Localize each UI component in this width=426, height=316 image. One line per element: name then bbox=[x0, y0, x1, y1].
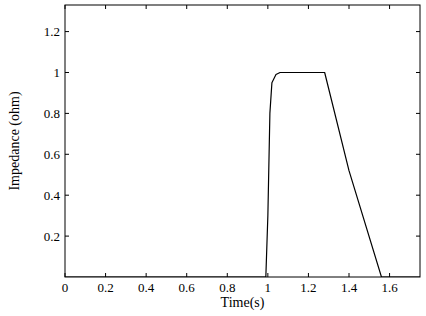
y-tick bbox=[65, 236, 69, 237]
y-tick bbox=[65, 113, 69, 114]
y-tick bbox=[65, 72, 69, 73]
x-tick-top bbox=[267, 5, 268, 9]
y-tick-right bbox=[416, 31, 420, 32]
chart-container: 0 0.2 0.4 0.6 0.8 1 1.2 1.4 1.6 0.2 0.4 0.6 0.8 1 1.2 T… bbox=[0, 0, 426, 316]
y-tick-label: 0.2 bbox=[44, 229, 60, 244]
y-tick-label: 0.8 bbox=[44, 106, 60, 121]
x-tick-top bbox=[186, 5, 187, 9]
y-tick-label: 0.4 bbox=[44, 188, 61, 203]
y-axis-label: Impedance (ohm) bbox=[7, 91, 23, 190]
y-tick bbox=[65, 154, 69, 155]
y-tick-label: 1.2 bbox=[44, 24, 60, 39]
y-tick-right bbox=[416, 236, 420, 237]
x-axis-label: Time(s) bbox=[221, 295, 265, 311]
x-tick-top bbox=[349, 5, 350, 9]
plot-area bbox=[65, 72, 420, 277]
series-line bbox=[65, 72, 420, 277]
x-tick-label: 0 bbox=[62, 280, 69, 295]
x-tick-label: 1 bbox=[265, 280, 272, 295]
x-tick-label: 1.6 bbox=[381, 280, 398, 295]
x-tick-top bbox=[146, 5, 147, 9]
x-tick-top bbox=[227, 5, 228, 9]
x-tick-label: 0.4 bbox=[138, 280, 155, 295]
x-tick-top bbox=[389, 5, 390, 9]
x-tick bbox=[349, 273, 350, 277]
x-tick bbox=[308, 273, 309, 277]
x-tick-label: 1.4 bbox=[341, 280, 358, 295]
y-tick-label: 1 bbox=[54, 65, 61, 80]
y-tick bbox=[65, 31, 69, 32]
chart-svg: 0 0.2 0.4 0.6 0.8 1 1.2 1.4 1.6 0.2 0.4 0.6 0.8 1 1.2 T… bbox=[0, 0, 426, 316]
x-tick-top bbox=[308, 5, 309, 9]
y-tick-right bbox=[416, 113, 420, 114]
x-tick-label: 0.8 bbox=[219, 280, 235, 295]
x-tick-top bbox=[65, 5, 66, 9]
y-tick-right bbox=[416, 72, 420, 73]
x-tick-label: 0.2 bbox=[97, 280, 113, 295]
y-tick-right bbox=[416, 154, 420, 155]
y-tick-label: 0.6 bbox=[44, 147, 61, 162]
x-tick-label: 1.2 bbox=[300, 280, 316, 295]
x-tick-label: 0.6 bbox=[179, 280, 196, 295]
x-tick-top bbox=[105, 5, 106, 9]
x-tick bbox=[267, 273, 268, 277]
plot-frame bbox=[65, 5, 420, 277]
y-tick bbox=[65, 195, 69, 196]
y-tick-right bbox=[416, 195, 420, 196]
